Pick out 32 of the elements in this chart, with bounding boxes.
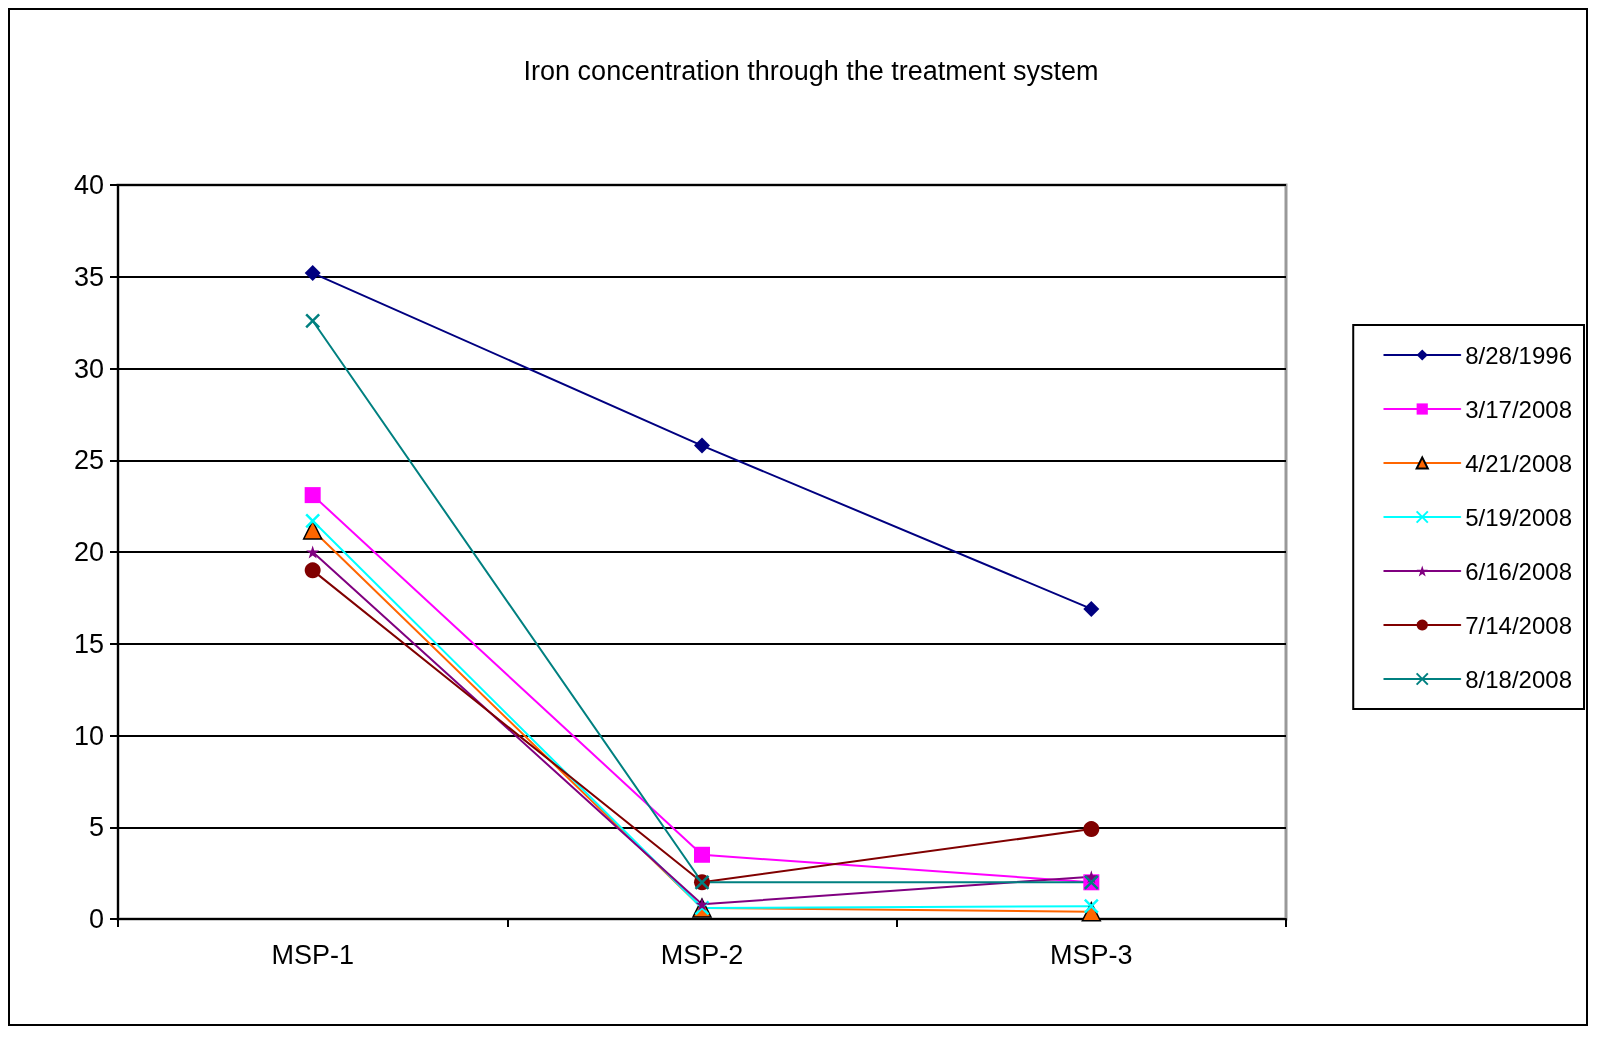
- y-tick-label: 10: [73, 720, 104, 751]
- x-tick-label: MSP-2: [660, 939, 744, 970]
- legend-label: 7/14/2008: [1465, 611, 1573, 639]
- point: [694, 437, 710, 454]
- legend-label: 8/18/2008: [1465, 665, 1573, 693]
- y-tick-label: 20: [73, 537, 104, 567]
- y-tick-label: 35: [73, 261, 104, 292]
- y-tick-label: 40: [73, 170, 104, 200]
- point: [1083, 600, 1100, 617]
- y-tick-label: 25: [73, 445, 104, 476]
- legend-label: 6/16/2008: [1465, 557, 1573, 585]
- legend-label: 3/17/2008: [1465, 395, 1573, 423]
- point: [1083, 821, 1100, 838]
- point: [304, 487, 321, 504]
- chart-title: Iron concentration through the treatment system: [523, 55, 1099, 86]
- point: [306, 545, 320, 559]
- point: [694, 846, 710, 863]
- legend-label: 4/21/2008: [1465, 449, 1573, 477]
- y-tick-label: 30: [73, 353, 104, 384]
- point: [304, 562, 321, 579]
- y-tick-label: 15: [73, 628, 104, 659]
- y-tick-label: 5: [88, 812, 104, 843]
- x-tick-label: MSP-3: [1050, 939, 1133, 970]
- point: [1083, 898, 1100, 914]
- point: [304, 265, 321, 282]
- point: [302, 520, 323, 540]
- legend-label: 5/19/2008: [1465, 503, 1573, 531]
- x-tick-label: MSP-1: [271, 939, 354, 970]
- point: [304, 513, 321, 529]
- y-tick-label: 0: [88, 904, 104, 934]
- point: [304, 313, 321, 329]
- legend-label: 8/28/1996: [1465, 341, 1573, 369]
